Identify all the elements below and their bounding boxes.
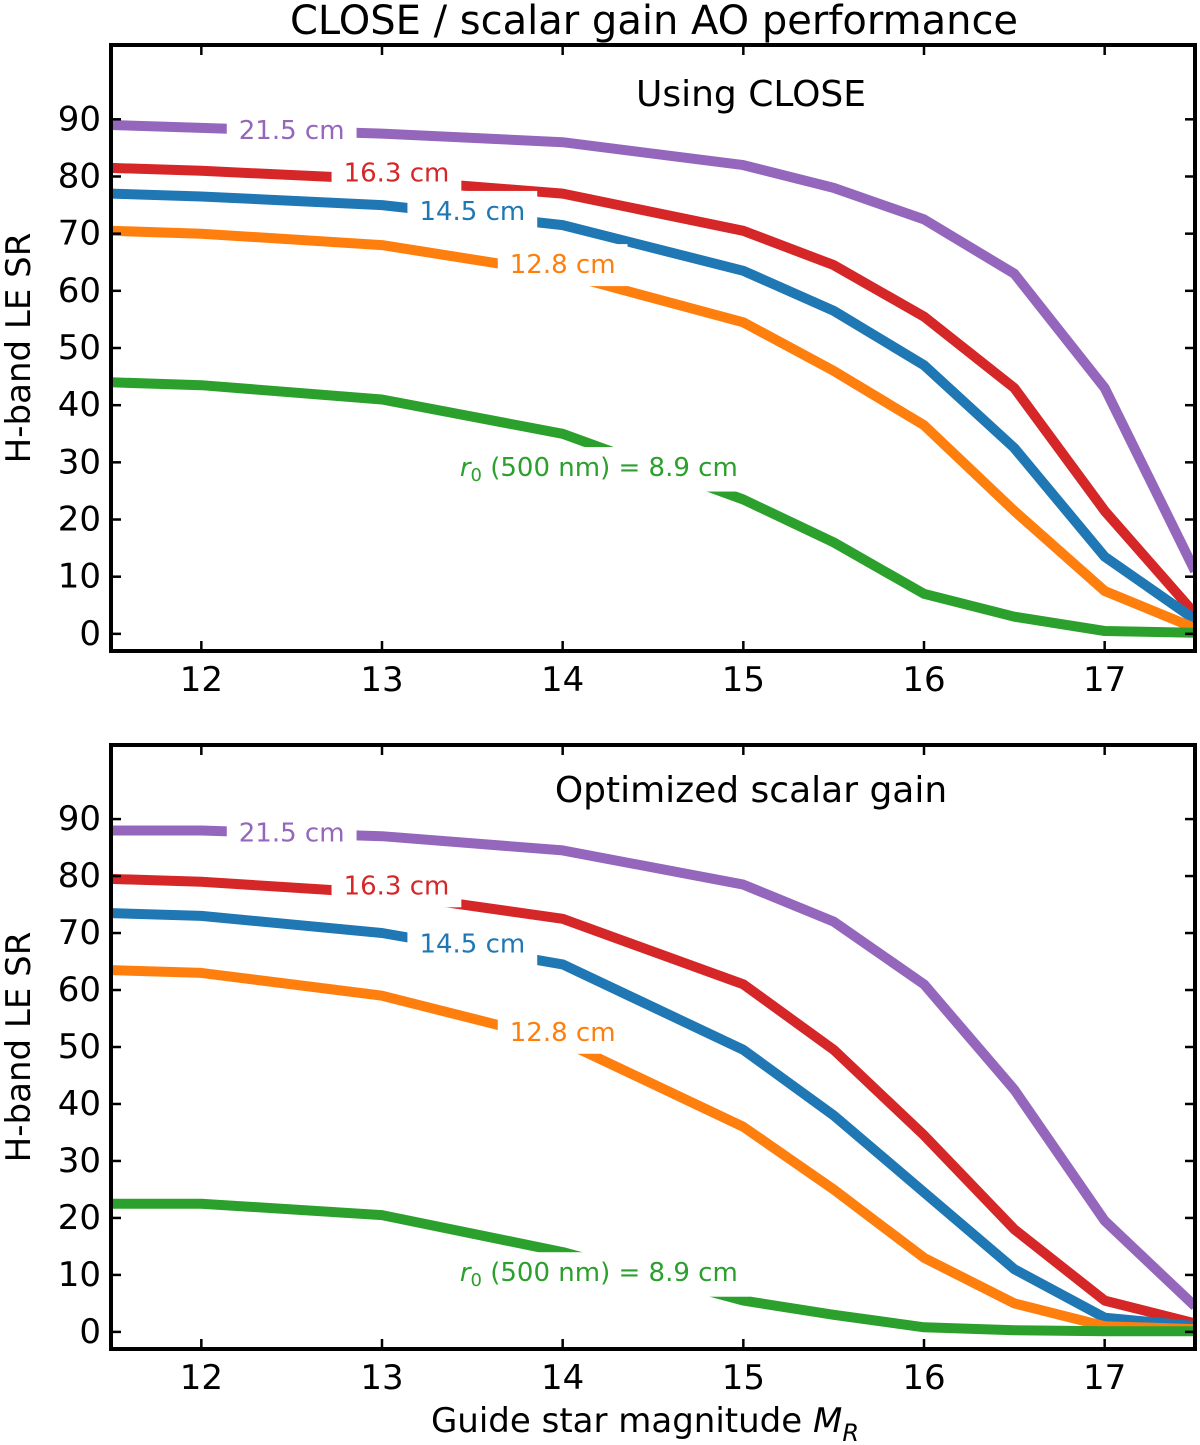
series-line-21.5-cm [111, 825, 1195, 1310]
y-tick-label: 90 [58, 99, 101, 139]
label-text: 21.5 cm [239, 818, 345, 848]
series-label-12.8-cm: 12.8 cm [497, 1011, 628, 1054]
series-line-14.5-cm [111, 908, 1195, 1332]
series-line-8.9-cm [111, 377, 1195, 638]
y-tick-label: 60 [58, 271, 101, 311]
x-tick-label: 15 [722, 660, 765, 700]
y-tick-label: 20 [58, 1198, 101, 1238]
y-tick-label: 70 [58, 913, 101, 953]
y-tick-label: 50 [58, 1027, 101, 1067]
label-rest: (500 nm) = 8.9 cm [482, 453, 738, 483]
x-tick-label: 14 [541, 660, 584, 700]
panel-optimized-scalar-gain: Optimized scalar gain 21.5 cm 16.3 cm 14.5 … [0, 743, 1197, 1445]
y-tick-label: 70 [58, 214, 101, 254]
label-background [226, 812, 357, 855]
label-background [331, 865, 462, 908]
label-background [447, 447, 750, 492]
panel-title: Using CLOSE [636, 74, 866, 115]
series-label-21.5-cm: 21.5 cm [226, 812, 357, 855]
x-tick-label: 14 [541, 1358, 584, 1398]
y-tick-label: 40 [58, 385, 101, 425]
series-line-16.3-cm [111, 162, 1195, 618]
x-tick-label: 12 [180, 1358, 223, 1398]
y-tick-label: 10 [58, 1255, 101, 1295]
label-background [497, 244, 628, 287]
panel-title: Optimized scalar gain [555, 770, 947, 811]
y-tick-label: 30 [58, 442, 101, 482]
label-background [407, 923, 538, 966]
series-label-14.5-cm: 14.5 cm [407, 923, 538, 966]
x-axis-title-symbol: M [813, 1401, 842, 1441]
x-tick-label: 16 [902, 660, 945, 700]
y-tick-label: 30 [58, 1141, 101, 1181]
x-axis-title-main: Guide star magnitude [431, 1401, 813, 1441]
y-axis-title: H-band LE SR [0, 233, 39, 464]
y-tick-label: 50 [58, 328, 101, 368]
y-tick-label: 80 [58, 856, 101, 896]
series-line-8.9-cm [111, 1198, 1195, 1337]
r0-symbol: r [460, 1258, 473, 1288]
y-axis-title: H-band LE SR [0, 932, 39, 1163]
series-label-16.3-cm: 16.3 cm [331, 865, 462, 908]
series-line-14.5-cm [111, 188, 1195, 624]
x-axis-title: Guide star magnitude MR [431, 1401, 859, 1445]
y-tick-label: 10 [58, 557, 101, 597]
label-text: 14.5 cm [419, 197, 525, 227]
series-line-12.8-cm [111, 965, 1195, 1335]
series-label-21.5-cm: 21.5 cm [226, 109, 357, 152]
x-tick-label: 17 [1083, 660, 1126, 700]
y-tick-label: 40 [58, 1084, 101, 1124]
label-background [407, 190, 538, 233]
series-label-14.5-cm: 14.5 cm [407, 190, 538, 233]
x-tick-label: 13 [360, 1358, 403, 1398]
y-tick-label: 0 [79, 1312, 101, 1352]
label-text: 12.8 cm [510, 1018, 616, 1048]
label-text: r0 (500 nm) = 8.9 cm [460, 1258, 738, 1291]
x-tick-label: 17 [1083, 1358, 1126, 1398]
series-label-12.8-cm: 12.8 cm [497, 244, 628, 287]
y-tick-label: 60 [58, 970, 101, 1010]
series-group [111, 120, 1195, 638]
label-text: 12.8 cm [510, 250, 616, 280]
x-tick-label: 15 [722, 1358, 765, 1398]
r0-subscript: 0 [471, 465, 482, 486]
x-axis-title-subscript: R [842, 1419, 859, 1445]
figure-title: CLOSE / scalar gain AO performance [290, 0, 1018, 44]
series-line-16.3-cm [111, 873, 1195, 1329]
x-tick-label: 12 [180, 660, 223, 700]
label-text: 16.3 cm [344, 159, 450, 189]
r0-subscript: 0 [471, 1270, 482, 1291]
y-tick-label: 80 [58, 156, 101, 196]
panel-using-close: Using CLOSE 21.5 cm 16.3 cm 14.5 cm 12.8 cm r… [0, 43, 1197, 700]
x-tick-label: 13 [360, 660, 403, 700]
x-tick-label: 16 [902, 1358, 945, 1398]
series-label-8.9-cm: r0 (500 nm) = 8.9 cm [447, 447, 750, 492]
y-tick-label: 20 [58, 500, 101, 540]
series-line-12.8-cm [111, 225, 1195, 633]
series-label-16.3-cm: 16.3 cm [331, 152, 462, 195]
label-text: 21.5 cm [239, 116, 345, 146]
label-background [226, 109, 357, 152]
label-text: 16.3 cm [344, 871, 450, 901]
r0-symbol: r [460, 453, 473, 483]
y-tick-label: 0 [79, 614, 101, 654]
series-line-21.5-cm [111, 120, 1195, 574]
y-tick-label: 90 [58, 799, 101, 839]
label-background [331, 152, 462, 195]
label-text: 14.5 cm [419, 929, 525, 959]
series-label-8.9-cm: r0 (500 nm) = 8.9 cm [447, 1252, 750, 1297]
label-rest: (500 nm) = 8.9 cm [482, 1258, 738, 1288]
label-background [497, 1011, 628, 1054]
label-background [447, 1252, 750, 1297]
label-text: r0 (500 nm) = 8.9 cm [460, 453, 738, 486]
